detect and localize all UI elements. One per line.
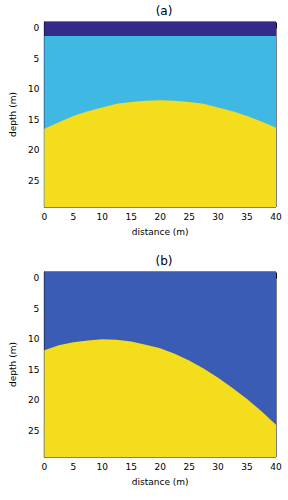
svg-text:40: 40 [270, 212, 282, 222]
svg-text:5: 5 [34, 304, 40, 314]
svg-text:0: 0 [41, 462, 47, 472]
svg-text:35: 35 [241, 212, 252, 222]
svg-text:20: 20 [154, 212, 166, 222]
svg-text:0: 0 [34, 23, 40, 33]
svg-text:0: 0 [34, 273, 40, 283]
svg-text:distance (m): distance (m) [132, 227, 189, 237]
svg-text:30: 30 [212, 212, 224, 222]
svg-text:5: 5 [70, 462, 76, 472]
svg-text:distance (m): distance (m) [132, 477, 189, 487]
svg-text:25: 25 [183, 212, 194, 222]
svg-text:15: 15 [28, 115, 39, 125]
svg-text:10: 10 [97, 212, 109, 222]
svg-text:40: 40 [270, 462, 282, 472]
svg-text:15: 15 [125, 462, 136, 472]
svg-text:depth (m): depth (m) [8, 342, 18, 387]
svg-text:20: 20 [154, 462, 166, 472]
svg-text:30: 30 [212, 462, 224, 472]
svg-text:10: 10 [97, 462, 109, 472]
svg-text:(a): (a) [156, 4, 173, 18]
svg-text:20: 20 [28, 145, 40, 155]
svg-text:25: 25 [28, 176, 39, 186]
svg-text:15: 15 [125, 212, 136, 222]
svg-text:5: 5 [34, 54, 40, 64]
svg-text:depth (m): depth (m) [8, 92, 18, 137]
svg-text:25: 25 [28, 426, 39, 436]
svg-text:25: 25 [183, 462, 194, 472]
svg-text:35: 35 [241, 462, 252, 472]
svg-text:(b): (b) [156, 254, 173, 268]
svg-text:5: 5 [70, 212, 76, 222]
svg-text:10: 10 [28, 84, 40, 94]
svg-text:20: 20 [28, 395, 40, 405]
svg-text:15: 15 [28, 365, 39, 375]
svg-text:10: 10 [28, 334, 40, 344]
svg-text:0: 0 [41, 212, 47, 222]
